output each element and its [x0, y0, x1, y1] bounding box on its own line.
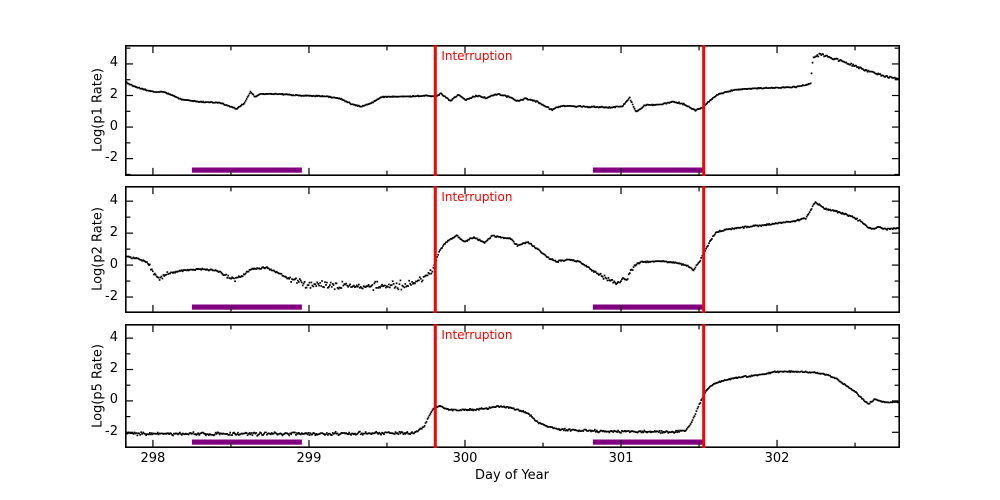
data-series	[125, 201, 900, 291]
interruption-line	[702, 45, 706, 176]
x-tick-label: 298	[140, 451, 166, 466]
x-tick-label: 300	[452, 451, 478, 466]
x-axis-label: Day of Year	[475, 468, 549, 483]
observation-bar	[191, 167, 302, 173]
interruption-line	[702, 324, 706, 448]
data-series	[125, 52, 900, 113]
p1-interruption-annotation: Interruption	[441, 49, 513, 63]
x-tick-label: 299	[296, 451, 322, 466]
y-tick-label: 2	[109, 224, 118, 240]
y-tick-label: 4	[109, 55, 118, 71]
axes-frame	[125, 324, 900, 448]
y-tick-label: -2	[105, 423, 118, 439]
p5-interruption-annotation: Interruption	[441, 328, 513, 342]
interruption-line	[433, 324, 437, 448]
p2-y-axis-label: Log(p2 Rate)	[90, 207, 106, 291]
y-tick-label: 0	[109, 118, 118, 134]
data-series	[125, 370, 900, 437]
p2-plot-canvas	[125, 186, 900, 313]
y-tick-label: 4	[109, 329, 118, 345]
observation-bar	[592, 304, 705, 310]
y-tick-label: -2	[105, 288, 118, 304]
interruption-line	[702, 186, 706, 313]
y-tick-label: 0	[109, 256, 118, 272]
y-tick-label: 2	[109, 87, 118, 102]
observation-bar	[191, 439, 302, 445]
axes-frame	[125, 186, 900, 313]
p1-plot-canvas	[125, 45, 900, 176]
axes-frame	[125, 45, 900, 176]
interruption-line	[433, 45, 437, 176]
panel-p1-rate	[125, 45, 900, 176]
p2-interruption-annotation: Interruption	[441, 190, 513, 204]
y-tick-label: 4	[109, 192, 118, 208]
y-tick-label: 0	[109, 392, 118, 408]
observation-bar	[592, 167, 705, 173]
y-tick-label: 2	[109, 361, 118, 377]
panel-p5-rate	[125, 324, 900, 448]
x-tick-label: 302	[764, 451, 790, 466]
p5-y-axis-label: Log(p5 Rate)	[90, 344, 106, 428]
p5-plot-canvas	[125, 324, 900, 448]
observation-bar	[592, 439, 705, 445]
x-tick-label: 301	[608, 451, 634, 466]
y-tick-label: -2	[105, 150, 118, 166]
interruption-line	[433, 186, 437, 313]
p1-y-axis-label: Log(p1 Rate)	[90, 68, 106, 152]
observation-bar	[191, 304, 302, 310]
panel-p2-rate	[125, 186, 900, 313]
